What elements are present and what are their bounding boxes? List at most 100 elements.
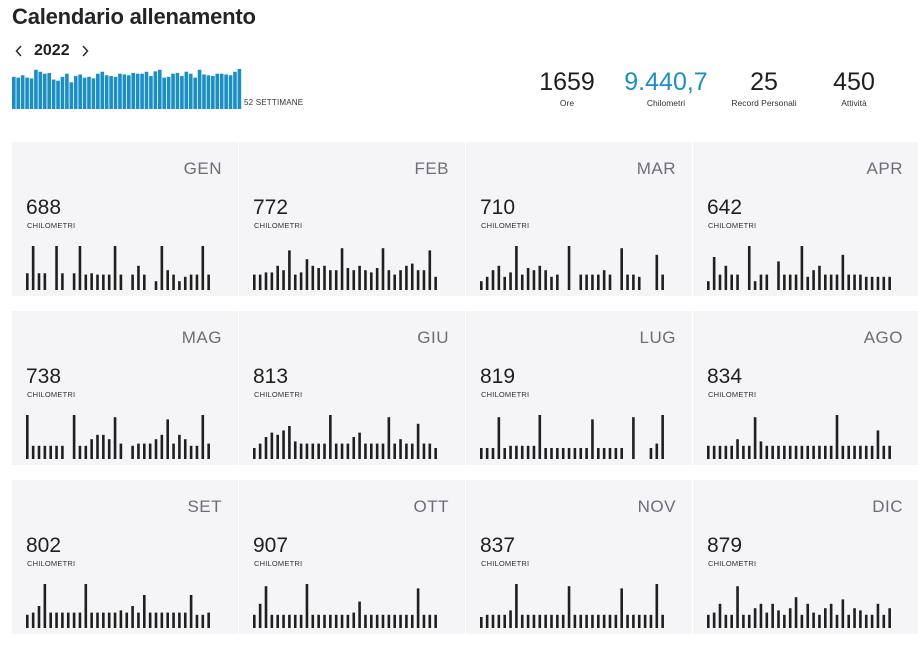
month-km-value: 813: [253, 365, 289, 388]
day-bar: [497, 417, 501, 459]
month-km-unit: CHILOMETRI: [481, 390, 530, 399]
month-name: AGO: [863, 328, 903, 347]
month-km-unit: CHILOMETRI: [708, 390, 757, 399]
day-bar: [765, 274, 769, 290]
day-bar: [270, 272, 274, 290]
chevron-right-icon[interactable]: [78, 42, 92, 60]
month-card-ott[interactable]: OTT 907 CHILOMETRI: [239, 480, 465, 634]
day-bar: [800, 445, 804, 459]
day-bar: [78, 246, 82, 290]
day-bar: [293, 441, 297, 459]
day-bar: [847, 445, 850, 459]
month-card-dic[interactable]: DIC 879 CHILOMETRI: [693, 480, 918, 634]
day-bar: [509, 445, 512, 459]
week-bar: [153, 71, 158, 109]
month-card-mag[interactable]: MAG 738 CHILOMETRI: [12, 311, 238, 465]
day-bar: [526, 614, 530, 628]
chevron-left-icon[interactable]: [12, 42, 26, 60]
day-bar: [509, 610, 512, 628]
day-bar: [812, 270, 815, 290]
week-bar: [166, 76, 171, 109]
day-bar: [299, 443, 303, 459]
day-bar: [882, 614, 886, 628]
day-bar: [841, 445, 845, 459]
day-bar: [399, 614, 402, 628]
day-bar: [352, 437, 356, 459]
week-bar: [34, 69, 38, 109]
day-bar: [888, 608, 891, 628]
month-card-lug[interactable]: LUG 819 CHILOMETRI: [466, 311, 692, 465]
month-km-unit: CHILOMETRI: [27, 559, 76, 568]
day-bar: [370, 614, 373, 628]
day-bar: [637, 276, 641, 290]
day-bar: [253, 448, 256, 459]
week-bar: [193, 77, 197, 109]
day-bar: [730, 445, 733, 459]
day-bar: [491, 614, 495, 628]
day-bar: [49, 612, 52, 628]
day-bar: [602, 614, 606, 628]
page-title: Calendario allenamento: [12, 4, 256, 29]
day-bar: [532, 270, 536, 290]
month-card-apr[interactable]: APR 642 CHILOMETRI: [693, 142, 918, 296]
day-bar: [806, 276, 810, 290]
month-card-feb[interactable]: FEB 772 CHILOMETRI: [239, 142, 465, 296]
day-bar: [61, 273, 64, 290]
day-bar: [370, 443, 373, 459]
month-card-nov[interactable]: NOV 837 CHILOMETRI: [466, 480, 692, 634]
day-bar: [579, 614, 583, 628]
month-card-ago[interactable]: AGO 834 CHILOMETRI: [693, 311, 918, 465]
day-bar: [416, 588, 420, 628]
day-bar: [189, 274, 193, 290]
week-bar: [20, 75, 25, 109]
day-bar: [207, 274, 210, 290]
day-bar: [26, 415, 29, 459]
day-bar: [61, 445, 64, 459]
week-bar: [202, 74, 206, 109]
day-bar: [859, 445, 862, 459]
day-bar: [538, 415, 542, 459]
day-bar: [747, 246, 751, 290]
day-bar: [323, 443, 326, 459]
month-bar-chart: [480, 584, 664, 628]
day-bar: [718, 445, 722, 459]
day-bar: [293, 614, 297, 628]
day-bar: [777, 261, 780, 290]
day-bar: [166, 270, 169, 290]
day-bar: [72, 415, 76, 459]
day-bar: [416, 423, 420, 459]
week-bar: [51, 79, 56, 109]
month-card-giu[interactable]: GIU 813 CHILOMETRI: [239, 311, 465, 465]
day-bar: [591, 274, 594, 290]
day-bar: [759, 274, 763, 290]
day-bar: [806, 603, 810, 628]
week-bar: [12, 76, 16, 109]
day-bar: [736, 586, 739, 628]
day-bar: [253, 614, 256, 628]
day-bar: [72, 612, 76, 628]
week-bar: [25, 77, 29, 109]
week-bar: [118, 73, 122, 109]
day-bar: [556, 448, 559, 459]
day-bar: [515, 445, 518, 459]
month-card-mar[interactable]: MAR 710 CHILOMETRI: [466, 142, 692, 296]
day-bar: [550, 276, 553, 290]
day-bar: [753, 608, 757, 628]
month-card-gen[interactable]: GEN 688 CHILOMETRI: [12, 142, 238, 296]
month-name: MAR: [636, 159, 676, 178]
day-bar: [31, 612, 35, 628]
day-bar: [742, 445, 745, 459]
day-bar: [841, 599, 845, 628]
day-bar: [759, 441, 763, 459]
day-bar: [864, 445, 868, 459]
week-bar: [87, 76, 91, 109]
day-bar: [497, 265, 501, 290]
day-bar: [544, 614, 547, 628]
day-bar: [323, 265, 326, 290]
day-bar: [847, 274, 850, 290]
month-card-set[interactable]: SET 802 CHILOMETRI: [12, 480, 238, 634]
day-bar: [381, 248, 385, 290]
week-bar: [233, 71, 237, 109]
month-name: LUG: [639, 328, 676, 347]
day-bar: [288, 614, 291, 628]
